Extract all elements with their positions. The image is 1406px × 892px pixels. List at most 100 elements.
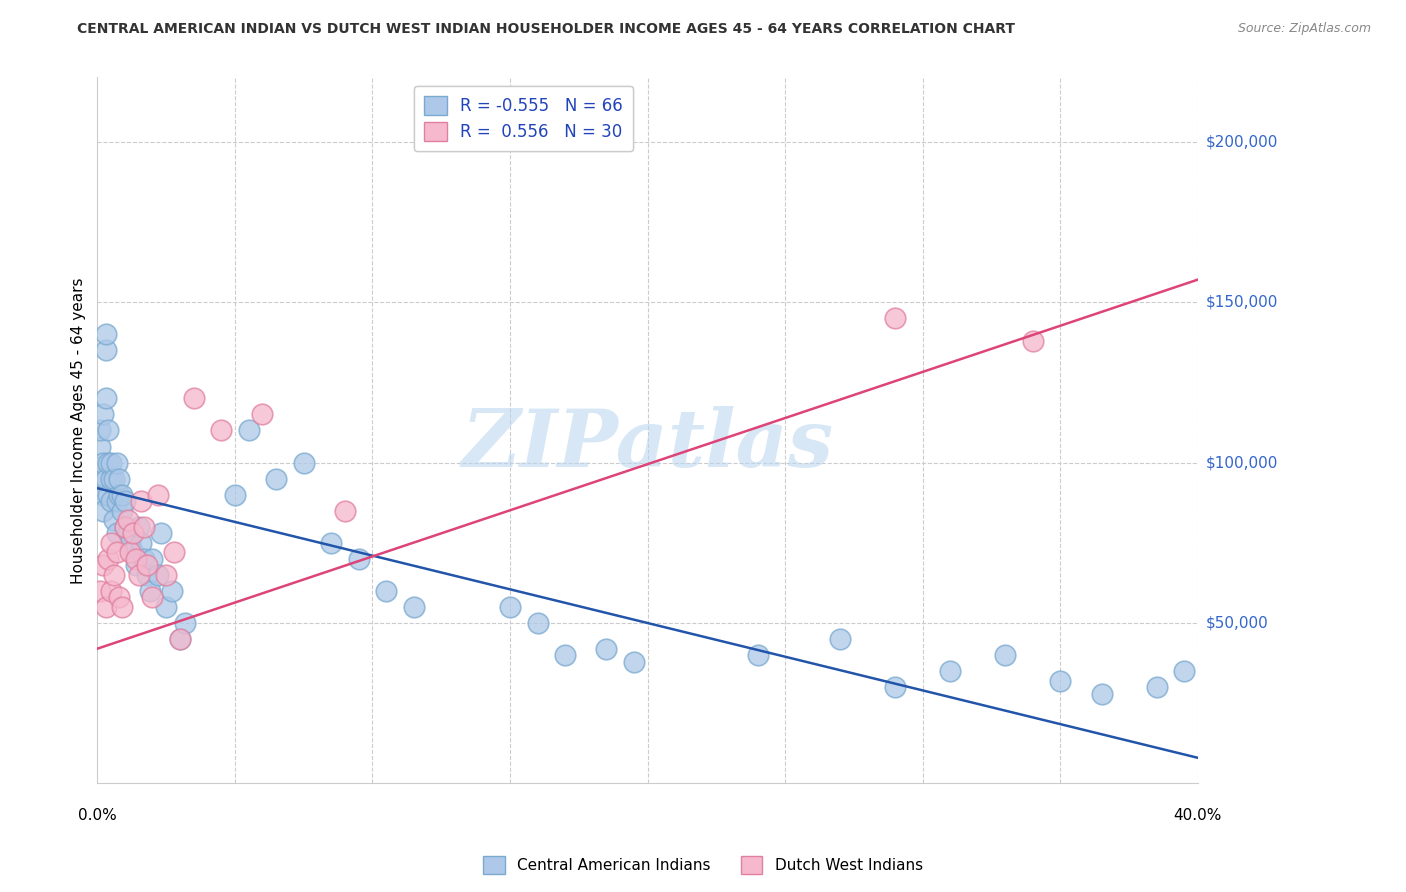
Point bbox=[1049, 673, 1071, 688]
Point bbox=[224, 488, 246, 502]
Point bbox=[105, 494, 128, 508]
Point bbox=[89, 424, 111, 438]
Point bbox=[169, 632, 191, 646]
Point bbox=[141, 591, 163, 605]
Point bbox=[97, 456, 120, 470]
Point bbox=[526, 615, 548, 630]
Text: $100,000: $100,000 bbox=[1206, 455, 1278, 470]
Point bbox=[994, 648, 1017, 662]
Legend: R = -0.555   N = 66, R =  0.556   N = 30: R = -0.555 N = 66, R = 0.556 N = 30 bbox=[413, 86, 633, 151]
Point bbox=[183, 392, 205, 406]
Point bbox=[117, 513, 139, 527]
Point bbox=[108, 488, 131, 502]
Point bbox=[884, 311, 907, 326]
Point bbox=[97, 551, 120, 566]
Point bbox=[131, 536, 153, 550]
Text: $50,000: $50,000 bbox=[1206, 615, 1268, 631]
Text: Source: ZipAtlas.com: Source: ZipAtlas.com bbox=[1237, 22, 1371, 36]
Text: ZIPatlas: ZIPatlas bbox=[461, 406, 834, 483]
Point bbox=[402, 599, 425, 614]
Point bbox=[117, 526, 139, 541]
Point bbox=[89, 472, 111, 486]
Point bbox=[141, 551, 163, 566]
Text: $200,000: $200,000 bbox=[1206, 134, 1278, 149]
Point bbox=[91, 408, 114, 422]
Point bbox=[114, 494, 136, 508]
Point bbox=[103, 472, 125, 486]
Point bbox=[252, 408, 274, 422]
Point bbox=[375, 583, 398, 598]
Point bbox=[155, 599, 177, 614]
Point bbox=[939, 664, 962, 678]
Point bbox=[100, 456, 122, 470]
Point bbox=[111, 504, 134, 518]
Legend: Central American Indians, Dutch West Indians: Central American Indians, Dutch West Ind… bbox=[477, 850, 929, 880]
Point bbox=[623, 655, 645, 669]
Point bbox=[94, 327, 117, 342]
Point bbox=[105, 456, 128, 470]
Point bbox=[209, 424, 232, 438]
Point bbox=[747, 648, 769, 662]
Point bbox=[149, 526, 172, 541]
Point bbox=[128, 520, 150, 534]
Point bbox=[100, 494, 122, 508]
Point bbox=[128, 567, 150, 582]
Point bbox=[91, 504, 114, 518]
Point bbox=[1022, 334, 1045, 348]
Point bbox=[146, 488, 169, 502]
Text: CENTRAL AMERICAN INDIAN VS DUTCH WEST INDIAN HOUSEHOLDER INCOME AGES 45 - 64 YEA: CENTRAL AMERICAN INDIAN VS DUTCH WEST IN… bbox=[77, 22, 1015, 37]
Point bbox=[120, 536, 142, 550]
Point bbox=[160, 583, 183, 598]
Point bbox=[91, 488, 114, 502]
Point bbox=[100, 472, 122, 486]
Point bbox=[91, 456, 114, 470]
Point bbox=[146, 567, 169, 582]
Point bbox=[91, 558, 114, 573]
Point bbox=[499, 599, 522, 614]
Point bbox=[94, 472, 117, 486]
Point bbox=[135, 567, 157, 582]
Point bbox=[1173, 664, 1195, 678]
Point bbox=[884, 680, 907, 694]
Point bbox=[169, 632, 191, 646]
Point bbox=[134, 520, 156, 534]
Point bbox=[89, 440, 111, 454]
Point bbox=[321, 536, 343, 550]
Point bbox=[120, 545, 142, 559]
Point bbox=[292, 456, 315, 470]
Point bbox=[105, 545, 128, 559]
Point bbox=[94, 343, 117, 358]
Text: $150,000: $150,000 bbox=[1206, 294, 1278, 310]
Point bbox=[155, 567, 177, 582]
Point bbox=[114, 520, 136, 534]
Point bbox=[131, 494, 153, 508]
Point bbox=[105, 526, 128, 541]
Point bbox=[100, 583, 122, 598]
Point bbox=[122, 545, 145, 559]
Point bbox=[174, 615, 197, 630]
Point bbox=[103, 567, 125, 582]
Point bbox=[135, 558, 157, 573]
Point bbox=[830, 632, 852, 646]
Point bbox=[138, 583, 160, 598]
Point bbox=[97, 424, 120, 438]
Point bbox=[114, 520, 136, 534]
Point bbox=[108, 472, 131, 486]
Point bbox=[111, 488, 134, 502]
Text: 0.0%: 0.0% bbox=[77, 808, 117, 823]
Text: 40.0%: 40.0% bbox=[1174, 808, 1222, 823]
Point bbox=[595, 641, 617, 656]
Y-axis label: Householder Income Ages 45 - 64 years: Householder Income Ages 45 - 64 years bbox=[72, 277, 86, 583]
Point bbox=[122, 526, 145, 541]
Point bbox=[103, 513, 125, 527]
Point bbox=[347, 551, 370, 566]
Point bbox=[333, 504, 356, 518]
Point bbox=[134, 551, 156, 566]
Point bbox=[238, 424, 260, 438]
Point bbox=[554, 648, 576, 662]
Point bbox=[1146, 680, 1168, 694]
Point bbox=[94, 599, 117, 614]
Point bbox=[100, 536, 122, 550]
Point bbox=[264, 472, 287, 486]
Point bbox=[111, 599, 134, 614]
